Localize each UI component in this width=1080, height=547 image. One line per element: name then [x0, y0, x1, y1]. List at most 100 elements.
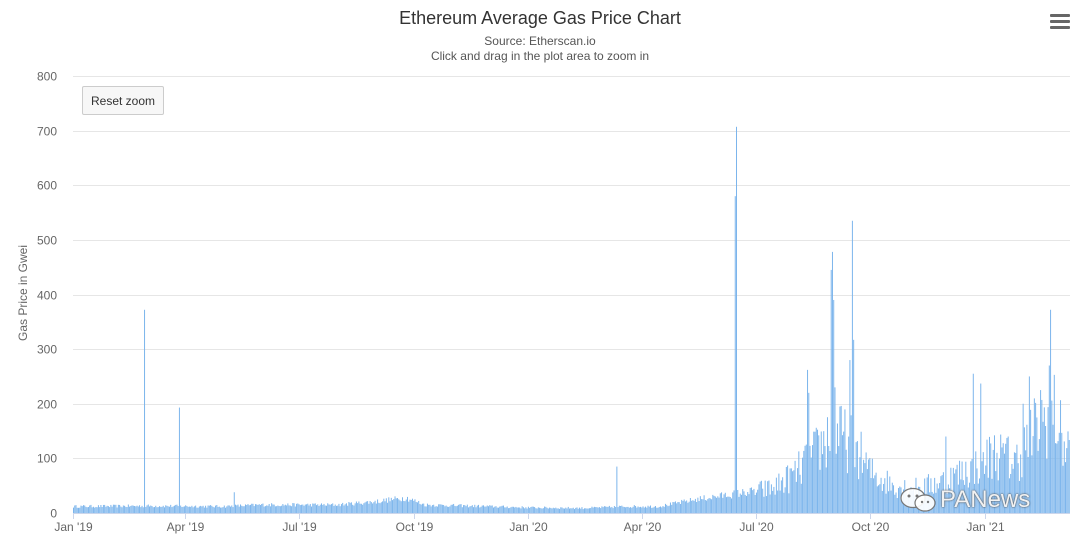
bar[interactable] — [130, 505, 132, 513]
bar[interactable] — [349, 502, 351, 513]
bar[interactable] — [667, 506, 669, 513]
bar[interactable] — [718, 497, 720, 513]
bar[interactable] — [435, 506, 437, 513]
bar[interactable] — [941, 475, 943, 513]
bar[interactable] — [1002, 443, 1004, 513]
bar[interactable] — [302, 504, 304, 513]
bar[interactable] — [359, 503, 361, 513]
bar[interactable] — [1046, 458, 1048, 513]
bar[interactable] — [1068, 440, 1070, 513]
bar[interactable] — [161, 506, 163, 513]
bar[interactable] — [217, 506, 219, 513]
reset-zoom-button[interactable]: Reset zoom — [82, 86, 165, 115]
bar[interactable] — [722, 497, 724, 513]
bar[interactable] — [431, 505, 433, 513]
bar[interactable] — [155, 505, 157, 513]
bar[interactable] — [564, 508, 566, 513]
bar[interactable] — [495, 506, 497, 513]
bar[interactable] — [473, 507, 475, 513]
bar[interactable] — [114, 504, 116, 513]
bar[interactable] — [626, 506, 628, 513]
bar[interactable] — [898, 488, 900, 513]
bar[interactable] — [313, 503, 315, 513]
bar[interactable] — [851, 220, 853, 513]
bar[interactable] — [1030, 409, 1032, 513]
bar[interactable] — [659, 506, 661, 513]
bar[interactable] — [753, 488, 755, 513]
bar[interactable] — [554, 508, 556, 513]
bar[interactable] — [673, 502, 675, 513]
bar[interactable] — [706, 500, 708, 513]
bar[interactable] — [1056, 443, 1058, 513]
bar[interactable] — [824, 446, 826, 513]
bar[interactable] — [395, 498, 397, 513]
bar[interactable] — [684, 501, 686, 513]
bar[interactable] — [693, 500, 695, 513]
bar[interactable] — [1033, 398, 1035, 513]
bar[interactable] — [125, 506, 127, 513]
bar[interactable] — [499, 506, 501, 513]
bar[interactable] — [658, 506, 660, 513]
bar[interactable] — [293, 503, 295, 513]
bar[interactable] — [79, 507, 81, 513]
bar[interactable] — [1036, 417, 1038, 513]
bar[interactable] — [367, 501, 369, 513]
bar[interactable] — [411, 498, 413, 513]
bar[interactable] — [545, 506, 547, 513]
bar[interactable] — [190, 506, 192, 513]
bar[interactable] — [137, 506, 139, 514]
bar[interactable] — [465, 506, 467, 513]
bar[interactable] — [314, 503, 316, 513]
bar[interactable] — [488, 506, 489, 513]
bar[interactable] — [527, 506, 529, 513]
bar[interactable] — [886, 470, 888, 513]
bar[interactable] — [1020, 454, 1022, 513]
bar[interactable] — [278, 506, 280, 513]
bar[interactable] — [282, 504, 284, 513]
bar[interactable] — [562, 508, 564, 513]
bar[interactable] — [213, 507, 215, 513]
bar[interactable] — [585, 508, 587, 513]
bar[interactable] — [901, 497, 903, 513]
bar[interactable] — [687, 502, 689, 513]
bar[interactable] — [1018, 480, 1020, 513]
bar[interactable] — [296, 503, 298, 513]
bar[interactable] — [711, 499, 713, 513]
bar[interactable] — [339, 506, 341, 513]
bar[interactable] — [878, 485, 880, 513]
bar[interactable] — [565, 507, 567, 513]
bar[interactable] — [810, 457, 812, 513]
bar[interactable] — [277, 505, 279, 513]
bar[interactable] — [836, 423, 838, 513]
bar[interactable] — [441, 504, 443, 513]
bar[interactable] — [716, 497, 718, 513]
bar[interactable] — [140, 507, 142, 513]
bar[interactable] — [1065, 462, 1067, 513]
bar[interactable] — [403, 500, 405, 513]
bar[interactable] — [91, 507, 93, 513]
bar[interactable] — [557, 508, 559, 513]
bar[interactable] — [429, 504, 431, 513]
bar[interactable] — [329, 504, 331, 513]
bar[interactable] — [511, 506, 513, 513]
bar[interactable] — [779, 490, 781, 513]
bar[interactable] — [566, 508, 568, 513]
bar[interactable] — [813, 431, 815, 513]
bar[interactable] — [809, 445, 811, 513]
bar[interactable] — [957, 484, 959, 513]
bar[interactable] — [328, 504, 330, 513]
bar[interactable] — [846, 473, 848, 513]
bar[interactable] — [829, 450, 831, 513]
bar[interactable] — [312, 503, 314, 513]
bar[interactable] — [377, 499, 379, 513]
bar[interactable] — [272, 504, 274, 513]
bar[interactable] — [80, 505, 82, 513]
bar[interactable] — [789, 468, 791, 513]
bar[interactable] — [959, 460, 961, 513]
bar[interactable] — [833, 299, 835, 513]
bar[interactable] — [935, 492, 937, 513]
bar[interactable] — [650, 505, 652, 513]
bar[interactable] — [866, 469, 868, 513]
bar[interactable] — [843, 431, 845, 513]
bar[interactable] — [731, 498, 733, 513]
